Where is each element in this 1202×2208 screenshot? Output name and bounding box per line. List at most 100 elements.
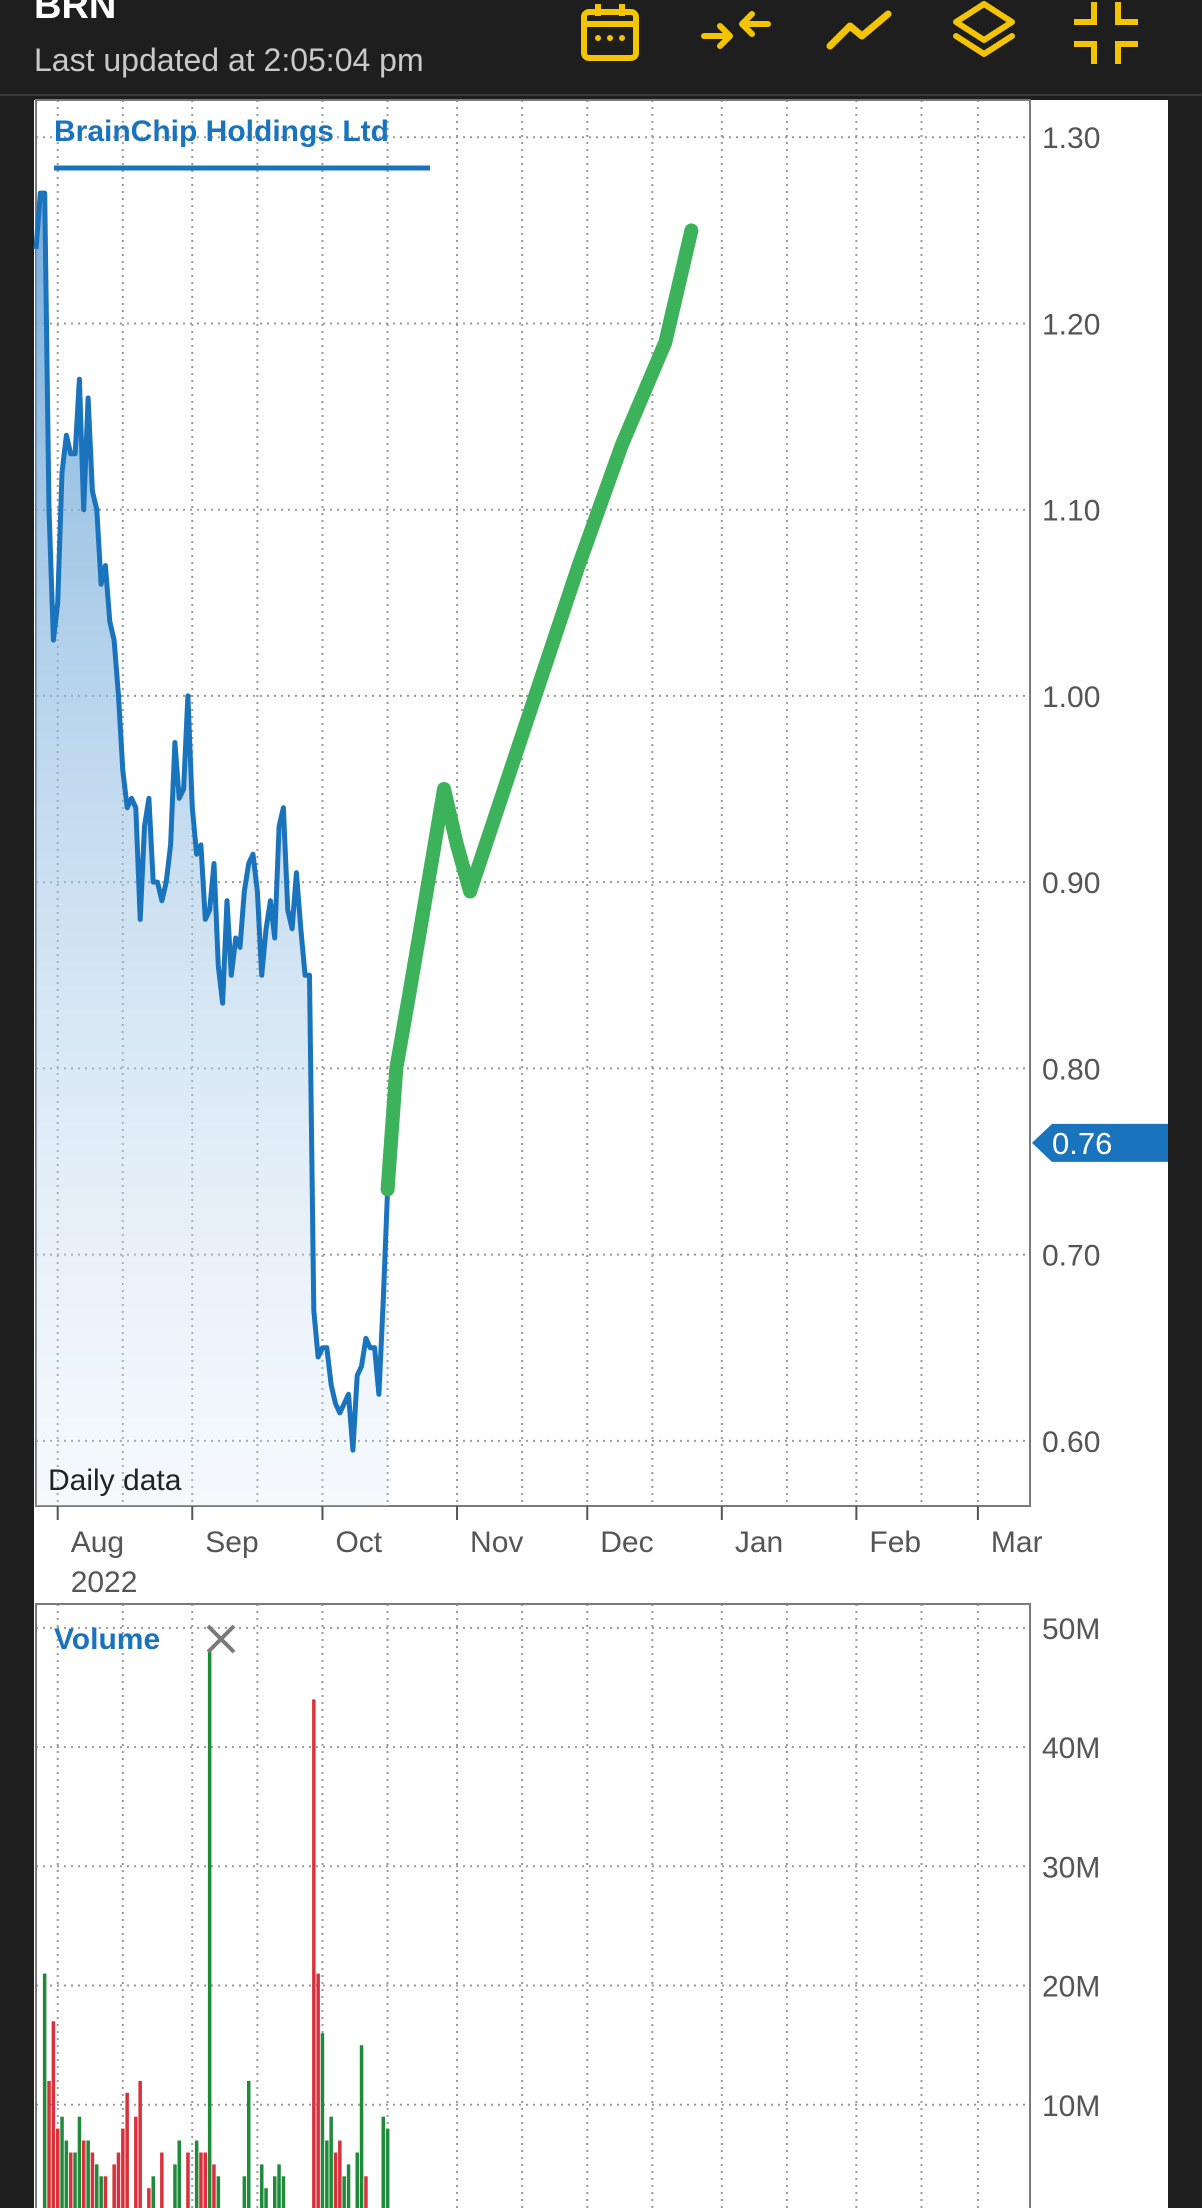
volume-bar [320, 2033, 325, 2208]
calendar-icon[interactable] [576, 0, 648, 72]
x-tick-label: Oct [335, 1526, 382, 1559]
volume-bar [151, 2176, 155, 2208]
volume-bar [316, 1973, 320, 2208]
volume-bar [99, 2176, 103, 2208]
current-value-marker: 0.76 [1032, 1123, 1168, 1162]
volume-bar [86, 2140, 90, 2208]
volume-bar [77, 2116, 82, 2208]
volume-bar [69, 2152, 73, 2208]
price-y-axis: 1.30 1.20 1.10 1.00 0.90 0.80 0.70 0.60 [1042, 122, 1100, 1459]
volume-bar [186, 2152, 190, 2208]
compress-arrows-icon[interactable] [700, 0, 772, 72]
price-area [36, 193, 388, 1507]
price-y-tick-label: 0.90 [1042, 867, 1100, 900]
current-value-label: 0.76 [1052, 1126, 1112, 1161]
volume-bar [216, 2176, 221, 2208]
volume-bar [281, 2176, 286, 2208]
volume-bar [247, 2080, 251, 2208]
volume-bar [134, 2116, 138, 2208]
volume-bar [312, 1699, 316, 2208]
close-volume-icon[interactable] [206, 1624, 236, 1654]
volume-y-tick-label: 50M [1042, 1613, 1100, 1646]
exit-fullscreen-icon[interactable] [1070, 0, 1142, 72]
app-header: BRN Last updated at 2:05:04 pm [0, 0, 1202, 96]
volume-bar [212, 2164, 216, 2208]
price-line [33, 190, 391, 1453]
volume-bar [90, 2152, 95, 2208]
price-y-tick-label: 1.20 [1042, 308, 1100, 341]
price-y-tick-label: 0.70 [1042, 1240, 1100, 1273]
volume-bar [385, 2128, 390, 2208]
volume-bar [147, 2188, 151, 2208]
volume-bar [264, 2188, 268, 2208]
volume-bar [194, 2140, 199, 2208]
volume-y-axis: 50M 40M 30M 20M 10M [1042, 1613, 1100, 2123]
volume-bar [325, 2140, 329, 2208]
price-y-tick-label: 0.60 [1042, 1426, 1100, 1459]
volume-y-tick-label: 40M [1042, 1732, 1100, 1765]
volume-bar [138, 2080, 142, 2208]
volume-bars [42, 1651, 390, 2208]
ticker-symbol: BRN [34, 0, 117, 27]
volume-bar [103, 2176, 108, 2208]
volume-bar [364, 2176, 368, 2208]
volume-bar [116, 2152, 121, 2208]
x-tick-label: Mar [991, 1526, 1043, 1559]
volume-bar [342, 2176, 346, 2208]
layers-icon[interactable] [948, 0, 1020, 72]
x-tick-label: Sep [205, 1526, 258, 1559]
price-y-tick-label: 1.00 [1042, 681, 1100, 714]
volume-bar [203, 2152, 207, 2208]
volume-bar [125, 2092, 129, 2208]
volume-bar [73, 2152, 77, 2208]
daily-data-label: Daily data [48, 1464, 182, 1497]
volume-bar [207, 1651, 212, 2208]
volume-bar [42, 1973, 47, 2208]
volume-y-tick-label: 20M [1042, 1971, 1100, 2004]
volume-bar [47, 2080, 51, 2208]
volume-bar [338, 2140, 342, 2208]
volume-bar [112, 2164, 116, 2208]
volume-bar [329, 2116, 333, 2208]
volume-bar [333, 2152, 338, 2208]
x-tick-label: Nov [470, 1526, 523, 1559]
price-y-tick-label: 1.30 [1042, 122, 1100, 155]
volume-bar [242, 2176, 247, 2208]
volume-bar [64, 2140, 69, 2208]
date-x-axis: Aug 2022 Sep Oct Nov Dec Jan Feb Mar [56, 1506, 1043, 1599]
volume-grid [36, 1604, 1030, 2208]
volume-bar [51, 2021, 56, 2208]
x-tick-label: Jan [735, 1526, 783, 1559]
volume-bar [199, 2152, 203, 2208]
volume-bar [160, 2152, 164, 2208]
volume-bar [359, 2045, 364, 2208]
volume-bar [56, 2128, 60, 2208]
volume-bar [177, 2140, 181, 2208]
drawn-annotation-line [380, 223, 699, 1197]
x-tick-year-label: 2022 [71, 1566, 138, 1599]
volume-bar [355, 2152, 359, 2208]
line-chart-icon[interactable] [824, 0, 896, 72]
volume-plot-frame [35, 1603, 1031, 2208]
volume-bar [95, 2164, 99, 2208]
price-y-tick-label: 0.80 [1042, 1053, 1100, 1086]
volume-bar [273, 2176, 277, 2208]
volume-bar [173, 2164, 177, 2208]
volume-title: Volume [54, 1623, 160, 1656]
last-updated-text: Last updated at 2:05:04 pm [34, 42, 424, 78]
volume-bar [121, 2128, 125, 2208]
volume-bar [60, 2116, 64, 2208]
volume-bar [82, 2140, 86, 2208]
volume-bar [277, 2164, 281, 2208]
volume-y-tick-label: 10M [1042, 2090, 1100, 2123]
x-tick-label: Dec [600, 1526, 653, 1559]
x-tick-label: Aug [71, 1526, 124, 1559]
volume-bar [346, 2164, 351, 2208]
volume-bar [381, 2116, 385, 2208]
volume-y-tick-label: 30M [1042, 1851, 1100, 1884]
x-tick-label: Feb [869, 1526, 921, 1559]
price-y-tick-label: 1.10 [1042, 495, 1100, 528]
volume-bar [260, 2164, 264, 2208]
chart-title: BrainChip Holdings Ltd [54, 115, 389, 148]
